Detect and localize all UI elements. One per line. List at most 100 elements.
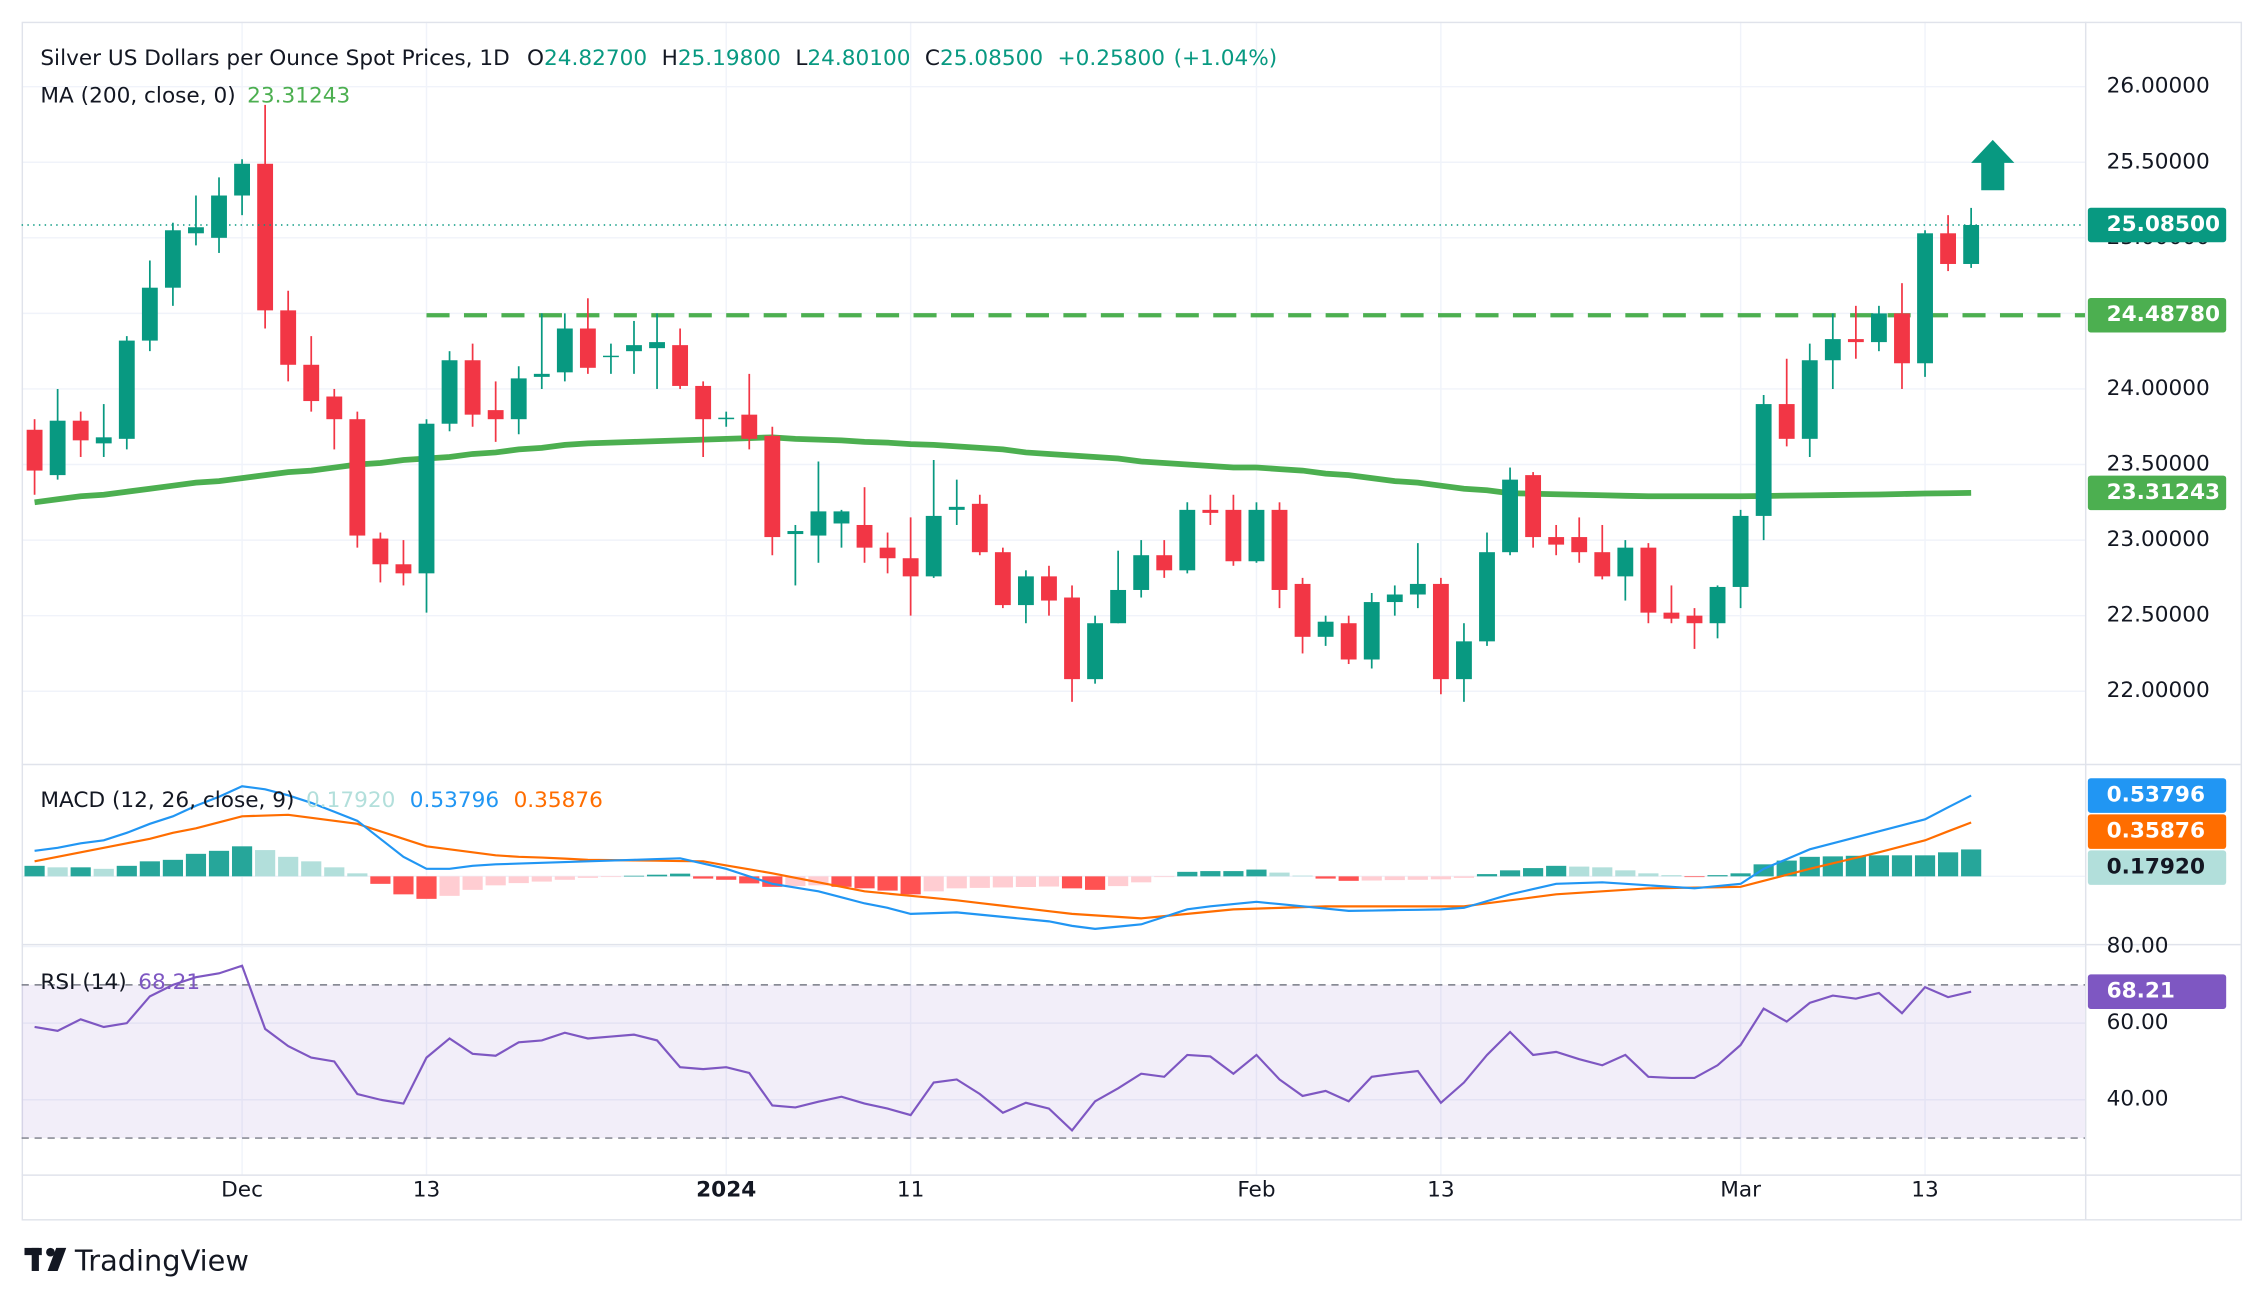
histogram-bar — [1061, 876, 1083, 889]
histogram-bar — [1338, 876, 1359, 881]
candle-body — [1156, 555, 1173, 571]
candle-body — [1294, 583, 1311, 637]
y-tick-label: 23.00000 — [2107, 527, 2210, 552]
candle-body — [95, 437, 112, 444]
logo-part — [47, 1247, 67, 1271]
last-price-tag — [2087, 207, 2227, 243]
candle-body — [741, 414, 758, 439]
ma-name: MA (200, close, 0) — [40, 84, 235, 109]
x-tick-label: Mar — [1720, 1177, 1761, 1202]
histogram-bar — [577, 876, 598, 878]
histogram-bar — [531, 876, 552, 882]
rsi-line — [34, 964, 1972, 1132]
histogram-bar — [1615, 870, 1636, 877]
hist-value: 0.17920 — [306, 788, 395, 813]
histogram-bar — [1154, 876, 1175, 878]
macd-title: MACD (12, 26, close, 9) — [40, 788, 294, 813]
histogram-bar — [231, 846, 253, 877]
histogram-bar — [162, 859, 183, 877]
chart-header: Silver US Dollars per Ounce Spot Prices,… — [40, 46, 1277, 71]
ohlc-value: 24.82700 — [544, 46, 647, 71]
histogram-bar — [877, 876, 898, 891]
candle-body — [349, 419, 366, 536]
candle-body — [1202, 509, 1219, 513]
candle-body — [1363, 602, 1380, 660]
y-tick-label: 23.50000 — [2107, 452, 2210, 477]
histogram-bar — [324, 867, 345, 877]
macd-line — [34, 785, 1972, 930]
histogram-bar — [1569, 866, 1590, 877]
histogram-bar — [1707, 875, 1728, 877]
ohlc-label: L — [795, 46, 807, 71]
histogram-bar — [1638, 873, 1659, 877]
histogram-bar — [1684, 876, 1705, 878]
candle-body — [695, 385, 712, 420]
histogram-bar — [301, 861, 322, 877]
candle-body — [418, 423, 435, 574]
candle-body — [464, 360, 481, 415]
histogram-bar — [1430, 876, 1451, 880]
candle-body — [1640, 547, 1657, 613]
candle-body — [1017, 576, 1034, 606]
candle-body — [718, 417, 735, 420]
histogram-bar — [854, 876, 875, 889]
histogram-bar — [600, 876, 622, 878]
candle-body — [1502, 479, 1518, 553]
brand: TradingView — [74, 1243, 249, 1277]
rsi-legend: RSI (14) 68.21 — [40, 970, 200, 995]
signal-tag-label: 0.35876 — [2107, 819, 2205, 844]
level-tag — [2087, 297, 2227, 333]
histogram-bar — [185, 853, 207, 877]
candle-body — [303, 364, 320, 402]
histogram-bar — [1476, 874, 1498, 877]
candle-body — [1778, 404, 1795, 439]
histogram-bar — [208, 850, 230, 877]
candle-body — [1271, 509, 1288, 590]
candle-body — [72, 420, 89, 441]
histogram-bar — [1499, 870, 1521, 877]
histogram-bar — [1315, 876, 1336, 879]
candle-body — [1617, 547, 1634, 577]
histogram-bar — [1084, 876, 1106, 890]
histogram-bar — [554, 876, 575, 880]
y-tick-label: 26.00000 — [2107, 74, 2210, 99]
candle-body — [649, 342, 665, 349]
candle-body — [533, 373, 550, 377]
histogram-bar — [1822, 856, 1843, 877]
x-tick-label: 13 — [1427, 1177, 1455, 1202]
candle-body — [234, 163, 250, 196]
histogram-bar — [416, 876, 437, 899]
histogram-bar — [808, 876, 829, 886]
plot: 22.00000 22.50000 23.00000 23.50000 24.00000… — [21, 74, 2210, 1202]
candle-body — [1709, 586, 1726, 624]
candle-body — [1340, 623, 1357, 660]
histogram-bar — [762, 876, 783, 887]
macd-tag — [2087, 778, 2227, 813]
candle-body — [1064, 597, 1080, 680]
candle-body — [1732, 515, 1749, 587]
candle-body — [1479, 552, 1495, 642]
candle-body — [1548, 537, 1565, 545]
histogram-bar — [370, 876, 391, 884]
histogram-bar — [1891, 855, 1913, 877]
histogram-bar — [1868, 855, 1890, 877]
y-tick-label: 22.00000 — [2107, 678, 2210, 703]
candle-body — [902, 558, 919, 577]
histogram-bar — [1799, 856, 1820, 877]
candle-body — [395, 564, 412, 574]
candle-body — [1133, 555, 1150, 590]
candle-body — [1110, 589, 1127, 624]
rsi-tag-label: 68.21 — [2107, 979, 2175, 1004]
ohlc-label: C — [925, 46, 940, 71]
macd-tag-label: 0.53796 — [2107, 783, 2205, 808]
candle-body — [49, 420, 66, 476]
y-tick-label: 40.00 — [2107, 1087, 2169, 1112]
change-percent: (+1.04%) — [1174, 46, 1278, 71]
histogram-bar — [255, 850, 276, 877]
ohlc-value: 25.19800 — [678, 46, 781, 71]
candle-body — [626, 345, 642, 352]
candle-body — [787, 531, 804, 535]
histogram-bar — [1776, 860, 1797, 877]
histogram-bar — [116, 865, 137, 877]
histogram-bar — [508, 876, 529, 884]
